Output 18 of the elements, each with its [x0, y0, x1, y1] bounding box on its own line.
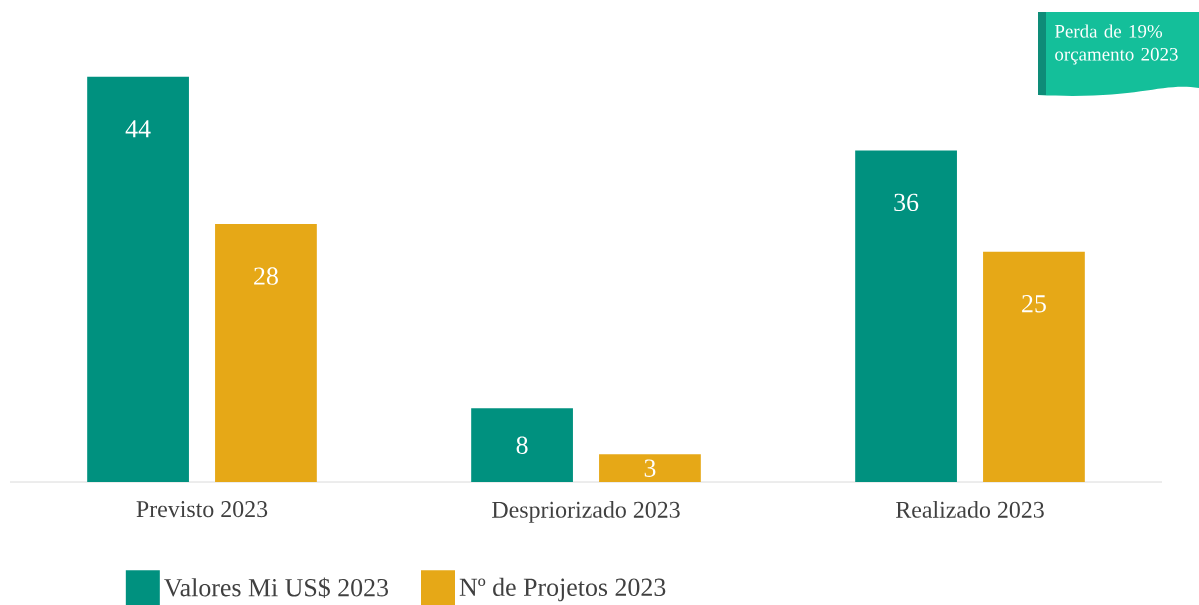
legend-label: Valores Mi US$ 2023 [164, 577, 388, 599]
data-label: 8 [516, 436, 528, 454]
data-label: 36 [894, 193, 919, 212]
data-label: 28 [254, 267, 278, 285]
x-tick-label: Realizado 2023 [896, 501, 1044, 518]
bar [599, 454, 701, 482]
bar [471, 408, 573, 482]
data-label: 44 [125, 120, 151, 138]
bar [855, 150, 957, 482]
bar [215, 224, 317, 482]
data-label: 25 [1022, 295, 1046, 313]
legend-label: Nº de Projetos 2023 [459, 577, 666, 602]
x-tick-label: Previsto 2023 [136, 501, 268, 518]
bar [983, 251, 1085, 482]
x-tick-label: Despriorizado 2023 [492, 501, 680, 523]
bar [87, 76, 189, 482]
text: Perda de 19% orçamento 2023 [1054, 24, 1178, 65]
data-label: 3 [644, 459, 656, 477]
